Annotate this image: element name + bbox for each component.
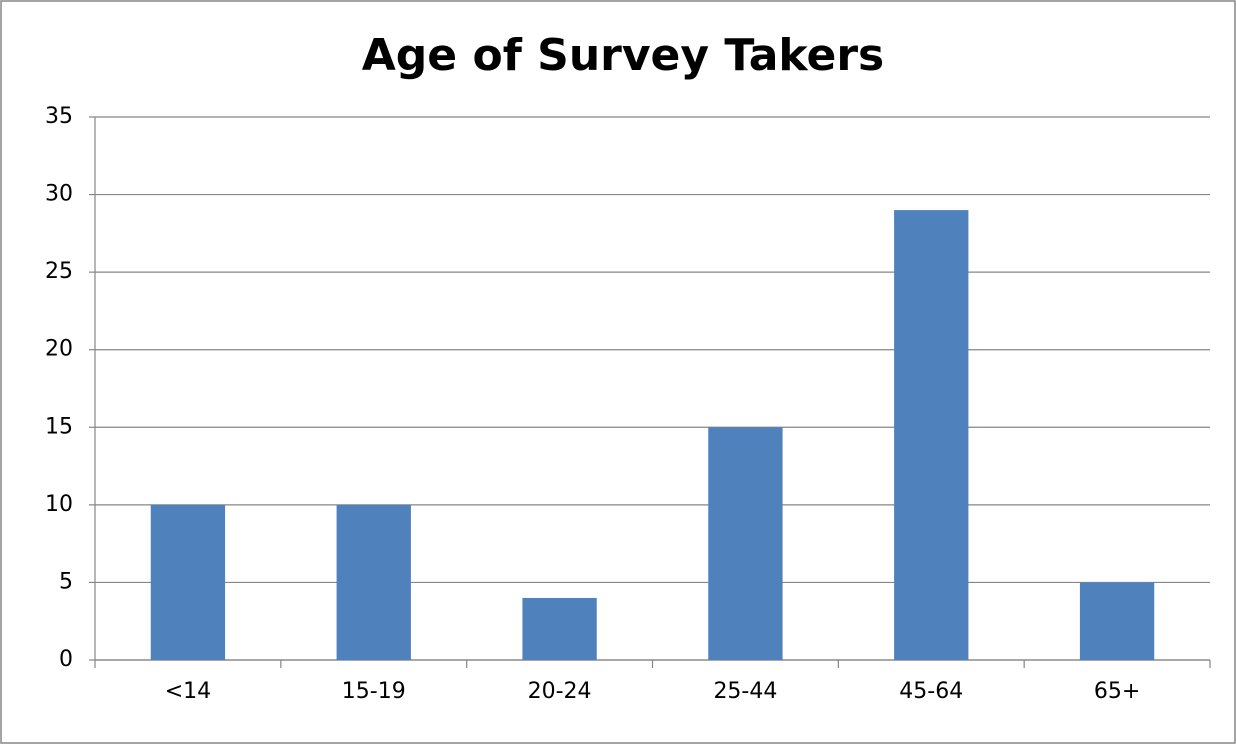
y-tick-label: 35 — [45, 104, 73, 129]
y-tick-label: 30 — [45, 182, 73, 207]
chart-title: Age of Survey Takers — [362, 30, 884, 81]
bar — [522, 597, 597, 660]
y-tick-label: 5 — [59, 569, 73, 594]
bar — [1079, 582, 1155, 660]
x-tick-label: 15-19 — [342, 679, 406, 704]
bar — [336, 504, 411, 660]
y-tick-label: 0 — [59, 647, 73, 672]
y-tick-label: 20 — [45, 337, 73, 362]
x-tick-label: 20-24 — [528, 679, 592, 704]
y-tick-label: 15 — [45, 414, 73, 439]
x-tick-label: <14 — [165, 679, 211, 704]
bar — [708, 427, 783, 660]
bar — [894, 210, 969, 661]
x-tick-label: 25-44 — [713, 679, 777, 704]
x-tick-label: 65+ — [1094, 679, 1140, 704]
y-tick-label: 25 — [45, 259, 73, 284]
y-tick-label: 10 — [45, 492, 73, 517]
x-tick-label: 45-64 — [899, 679, 963, 704]
bar — [150, 504, 226, 660]
